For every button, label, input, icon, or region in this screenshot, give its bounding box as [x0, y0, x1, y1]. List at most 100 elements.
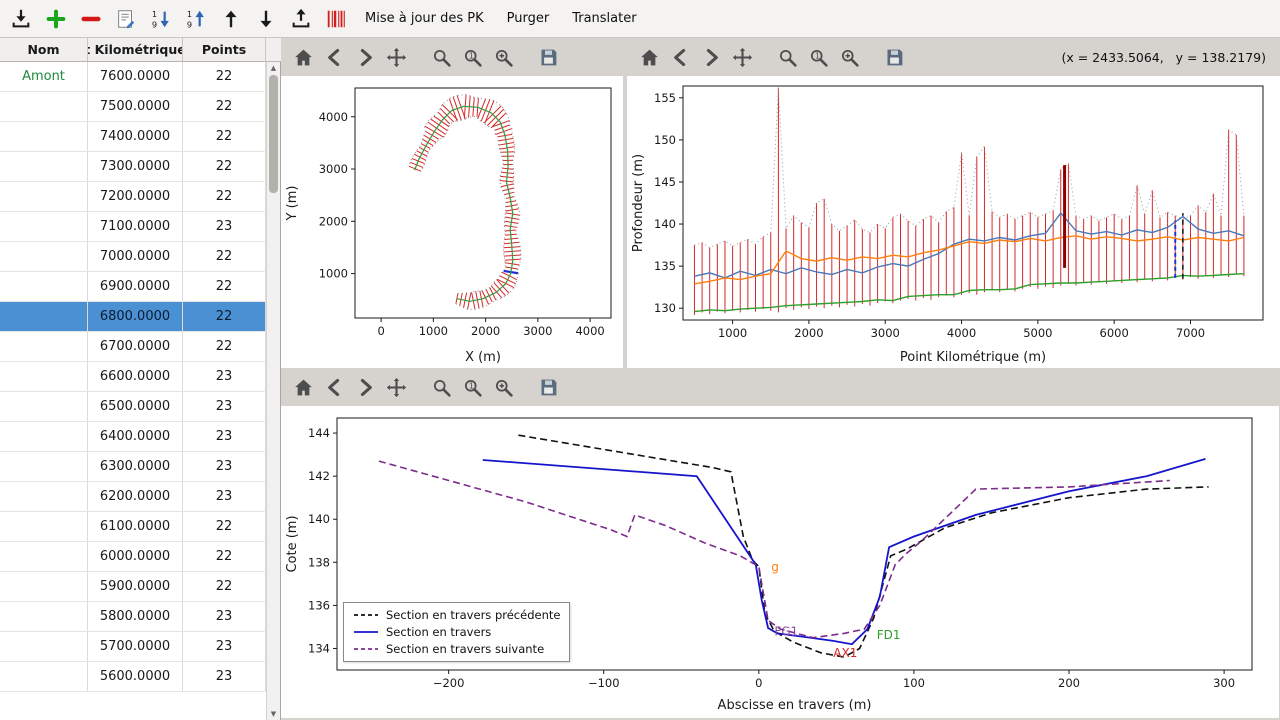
column-header-nom[interactable]: Nom: [0, 38, 88, 61]
cell-pk[interactable]: 5600.0000: [88, 662, 183, 691]
table-row[interactable]: 7400.0000 22: [0, 122, 267, 152]
cell-nom[interactable]: [0, 512, 88, 541]
table-row[interactable]: Amont 7600.0000 22: [0, 62, 267, 92]
table-row[interactable]: 6900.0000 22: [0, 272, 267, 302]
table-row[interactable]: 6500.0000 23: [0, 392, 267, 422]
move-up-icon[interactable]: [218, 6, 244, 32]
cell-nom[interactable]: [0, 92, 88, 121]
zoom-icon[interactable]: [429, 375, 453, 399]
cell-pk[interactable]: 6200.0000: [88, 482, 183, 511]
zoom-rect-icon[interactable]: [837, 45, 861, 69]
cell-nom[interactable]: [0, 242, 88, 271]
cell-pk[interactable]: 7600.0000: [88, 62, 183, 91]
remove-section-icon[interactable]: [78, 6, 104, 32]
scroll-down-icon[interactable]: ▼: [270, 710, 277, 718]
table-row[interactable]: 5700.0000 23: [0, 632, 267, 662]
table-row[interactable]: 7100.0000 23: [0, 212, 267, 242]
longitudinal-profile-plot[interactable]: 1000 2000 3000 4000 5000 6000 7000 130 135 140 145…: [627, 76, 1277, 368]
cell-points[interactable]: 23: [183, 602, 266, 631]
cell-nom[interactable]: [0, 212, 88, 241]
cell-pk[interactable]: 6100.0000: [88, 512, 183, 541]
save-icon[interactable]: [536, 45, 560, 69]
table-row[interactable]: 6400.0000 23: [0, 422, 267, 452]
export-icon[interactable]: [288, 6, 314, 32]
cell-nom[interactable]: [0, 392, 88, 421]
cell-nom[interactable]: [0, 272, 88, 301]
zoom-one-icon[interactable]: 1: [806, 45, 830, 69]
cell-nom[interactable]: [0, 152, 88, 181]
cell-points[interactable]: 23: [183, 392, 266, 421]
cell-nom[interactable]: [0, 452, 88, 481]
cell-nom[interactable]: [0, 632, 88, 661]
cell-pk[interactable]: 5700.0000: [88, 632, 183, 661]
forward-icon[interactable]: [353, 375, 377, 399]
cell-pk[interactable]: 6700.0000: [88, 332, 183, 361]
cell-points[interactable]: 22: [183, 332, 266, 361]
scrollbar-thumb[interactable]: [269, 75, 278, 193]
cell-pk[interactable]: 7100.0000: [88, 212, 183, 241]
table-row[interactable]: 6200.0000 23: [0, 482, 267, 512]
table-scrollbar[interactable]: ▲ ▼: [266, 62, 280, 720]
table-row[interactable]: 6000.0000 22: [0, 542, 267, 572]
cell-pk[interactable]: 6000.0000: [88, 542, 183, 571]
cell-nom[interactable]: [0, 302, 88, 331]
forward-icon[interactable]: [699, 45, 723, 69]
back-icon[interactable]: [322, 45, 346, 69]
cell-points[interactable]: 22: [183, 302, 266, 331]
move-down-icon[interactable]: [253, 6, 279, 32]
table-row[interactable]: 7000.0000 22: [0, 242, 267, 272]
pan-icon[interactable]: [730, 45, 754, 69]
plan-view-plot[interactable]: 0 1000 2000 3000 4000 1000 2000 3000 4000 X (m) Y …: [281, 76, 623, 368]
cell-pk[interactable]: 6300.0000: [88, 452, 183, 481]
action-purge[interactable]: Purger: [506, 11, 550, 26]
zoom-rect-icon[interactable]: [491, 375, 515, 399]
pan-icon[interactable]: [384, 45, 408, 69]
cell-points[interactable]: 22: [183, 512, 266, 541]
zoom-rect-icon[interactable]: [491, 45, 515, 69]
cell-points[interactable]: 22: [183, 62, 266, 91]
action-update-pk[interactable]: Mise à jour des PK: [365, 11, 484, 26]
cell-pk[interactable]: 7500.0000: [88, 92, 183, 121]
cell-pk[interactable]: 7400.0000: [88, 122, 183, 151]
cell-points[interactable]: 22: [183, 572, 266, 601]
cell-nom[interactable]: [0, 332, 88, 361]
edit-icon[interactable]: [113, 6, 139, 32]
cell-points[interactable]: 22: [183, 122, 266, 151]
back-icon[interactable]: [322, 375, 346, 399]
cell-pk[interactable]: 6400.0000: [88, 422, 183, 451]
cell-nom[interactable]: Amont: [0, 62, 88, 91]
cell-points[interactable]: 23: [183, 362, 266, 391]
zoom-icon[interactable]: [775, 45, 799, 69]
back-icon[interactable]: [668, 45, 692, 69]
cell-points[interactable]: 23: [183, 662, 266, 691]
cell-points[interactable]: 23: [183, 212, 266, 241]
cell-points[interactable]: 23: [183, 482, 266, 511]
cell-pk[interactable]: 7200.0000: [88, 182, 183, 211]
cell-points[interactable]: 22: [183, 92, 266, 121]
cell-pk[interactable]: 6500.0000: [88, 392, 183, 421]
import-icon[interactable]: [8, 6, 34, 32]
zoom-one-icon[interactable]: 1: [460, 375, 484, 399]
cell-pk[interactable]: 7300.0000: [88, 152, 183, 181]
home-icon[interactable]: [637, 45, 661, 69]
cell-points[interactable]: 22: [183, 272, 266, 301]
scroll-up-icon[interactable]: ▲: [270, 64, 277, 72]
cell-pk[interactable]: 7000.0000: [88, 242, 183, 271]
cross-section-plot[interactable]: −200 −100 0 100 200 300 134 136 138 140 142 144 Absc…: [281, 406, 1276, 716]
home-icon[interactable]: [291, 375, 315, 399]
table-row[interactable]: 7200.0000 22: [0, 182, 267, 212]
table-row[interactable]: 7300.0000 22: [0, 152, 267, 182]
cell-points[interactable]: 22: [183, 182, 266, 211]
table-row[interactable]: 6700.0000 22: [0, 332, 267, 362]
cell-nom[interactable]: [0, 482, 88, 511]
zoom-icon[interactable]: [429, 45, 453, 69]
cell-points[interactable]: 23: [183, 452, 266, 481]
cell-nom[interactable]: [0, 602, 88, 631]
column-header-pk[interactable]: t Kilométrique: [88, 38, 183, 61]
cell-pk[interactable]: 5900.0000: [88, 572, 183, 601]
table-row[interactable]: 6300.0000 23: [0, 452, 267, 482]
table-row[interactable]: 5800.0000 23: [0, 602, 267, 632]
cell-points[interactable]: 22: [183, 242, 266, 271]
table-row[interactable]: 6600.0000 23: [0, 362, 267, 392]
